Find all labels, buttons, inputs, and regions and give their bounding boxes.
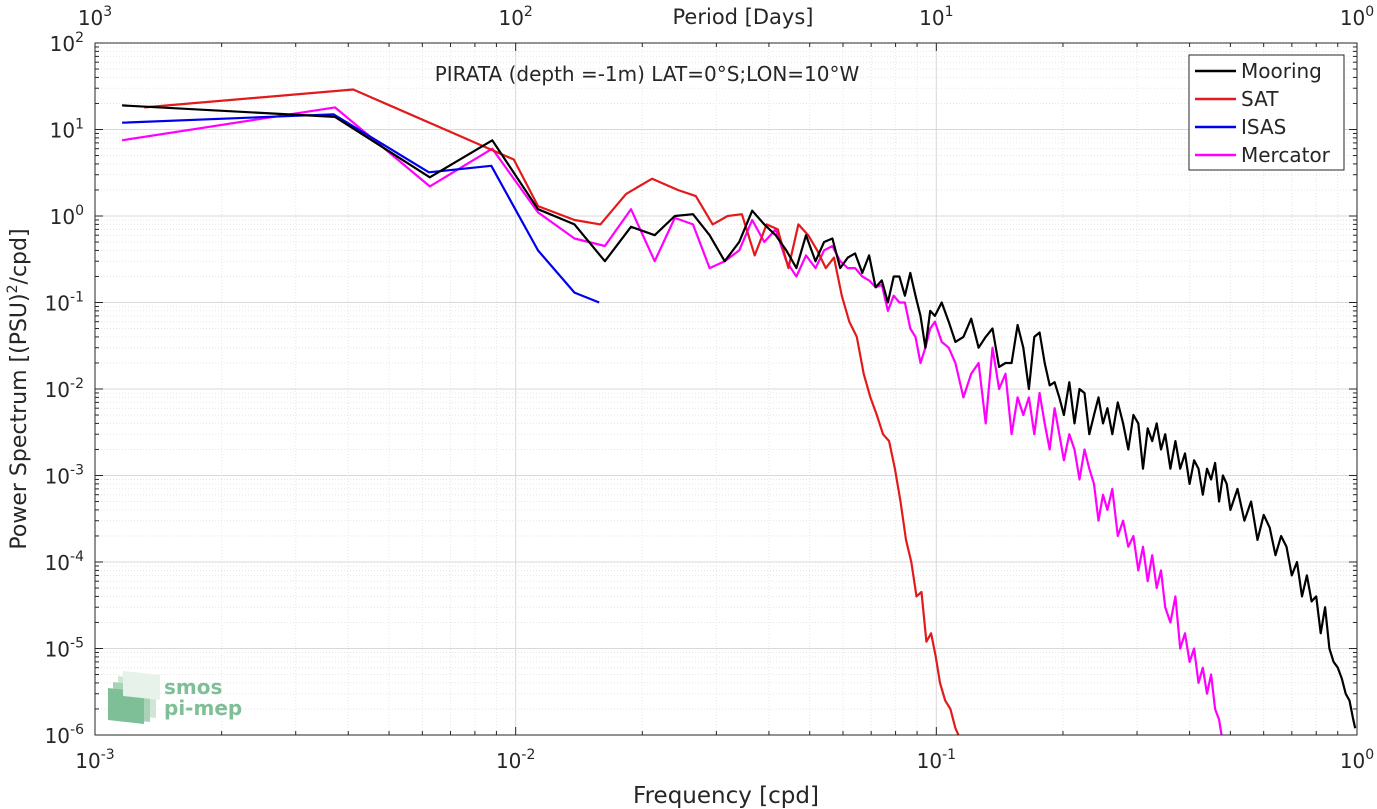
y-axis-label-main: Power Spectrum [(PSU) xyxy=(7,293,32,549)
series-line-sat xyxy=(144,88,960,735)
legend-box xyxy=(1188,54,1345,171)
logo-mark-icon xyxy=(108,671,160,724)
chart-title: PIRATA (depth =-1m) LAT=0°S;LON=10°W xyxy=(435,62,860,86)
logo-text-pimep: pi-mep xyxy=(164,696,242,720)
top-tick-base: 10 xyxy=(78,6,103,30)
series-layer xyxy=(121,88,1357,735)
series-line-isas xyxy=(122,113,600,304)
series-line-mercator xyxy=(121,106,1223,735)
y-tick-label: 101 xyxy=(50,117,84,143)
y-tick-exp: 2 xyxy=(75,30,84,46)
y-tick-base: 10 xyxy=(45,465,70,489)
y-tick-label: 102 xyxy=(50,30,84,56)
top-tick-exp: 2 xyxy=(524,4,533,20)
x-tick-label: 10-2 xyxy=(496,747,535,773)
legend-label-isas: ISAS xyxy=(1241,115,1286,139)
top-tick-exp: 1 xyxy=(945,4,954,20)
y-tick-exp: -1 xyxy=(70,290,84,306)
y-tick-label: 10-3 xyxy=(45,463,84,489)
x-tick-base: 10 xyxy=(496,749,521,773)
top-tick-base: 10 xyxy=(919,6,944,30)
legend: Mooring SAT ISAS Mercator xyxy=(1188,54,1345,171)
y-tick-label: 10-1 xyxy=(45,290,84,316)
y-tick-exp: -2 xyxy=(70,376,84,392)
x-tick-label: 100 xyxy=(1340,747,1374,773)
ticks-layer xyxy=(94,42,1358,736)
x-axis-label: Frequency [cpd] xyxy=(633,783,819,809)
top-tick-exp: 3 xyxy=(103,4,112,20)
y-tick-label: 10-6 xyxy=(45,722,85,748)
y-tick-label: 100 xyxy=(50,203,84,229)
series-line-mooring xyxy=(122,104,1357,729)
y-tick-label: 10-4 xyxy=(45,549,85,575)
y-tick-base: 10 xyxy=(45,378,70,402)
x-tick-base: 10 xyxy=(75,749,100,773)
y-tick-exp: 1 xyxy=(75,117,84,133)
legend-label-mooring: Mooring xyxy=(1241,59,1322,83)
y-tick-exp: -6 xyxy=(70,722,84,738)
top-tick-label: 102 xyxy=(498,4,532,30)
x-tick-label: 10-1 xyxy=(917,747,956,773)
y-tick-label: 10-2 xyxy=(45,376,84,402)
smos-pi-mep-logo: smos pi-mep xyxy=(108,671,242,724)
legend-label-mercator: Mercator xyxy=(1241,143,1331,167)
y-tick-base: 10 xyxy=(50,205,75,229)
y-tick-base: 10 xyxy=(45,551,70,575)
y-axis-label-sup: 2 xyxy=(5,284,21,293)
top-tick-exp: 0 xyxy=(1365,4,1374,20)
y-tick-label: 10-5 xyxy=(45,636,84,662)
y-axis-label-tail: /cpd] xyxy=(7,228,32,284)
y-tick-base: 10 xyxy=(50,119,75,143)
x-tick-base: 10 xyxy=(1340,749,1365,773)
x-tick-exp: -2 xyxy=(521,747,535,763)
x-tick-exp: -3 xyxy=(101,747,115,763)
top-tick-label: 101 xyxy=(919,4,953,30)
y-tick-base: 10 xyxy=(50,32,75,56)
top-tick-base: 10 xyxy=(1340,6,1365,30)
x-tick-base: 10 xyxy=(917,749,942,773)
y-tick-base: 10 xyxy=(45,638,70,662)
x-tick-exp: 0 xyxy=(1365,747,1374,763)
y-tick-exp: -5 xyxy=(70,636,84,652)
x-tick-label: 10-3 xyxy=(75,747,114,773)
top-tick-base: 10 xyxy=(498,6,523,30)
y-tick-exp: -3 xyxy=(70,463,84,479)
logo-text-smos: smos xyxy=(164,675,222,699)
top-tick-label: 100 xyxy=(1340,4,1374,30)
top-axis-label: Period [Days] xyxy=(673,5,814,29)
y-tick-exp: 0 xyxy=(75,203,84,219)
legend-label-sat: SAT xyxy=(1241,87,1279,111)
y-tick-exp: -4 xyxy=(70,549,84,565)
y-tick-base: 10 xyxy=(45,724,70,748)
top-tick-label: 103 xyxy=(78,4,112,30)
y-axis-label: Power Spectrum [(PSU)2/cpd] xyxy=(5,228,32,549)
x-tick-exp: -1 xyxy=(942,747,956,763)
y-tick-base: 10 xyxy=(45,292,70,316)
